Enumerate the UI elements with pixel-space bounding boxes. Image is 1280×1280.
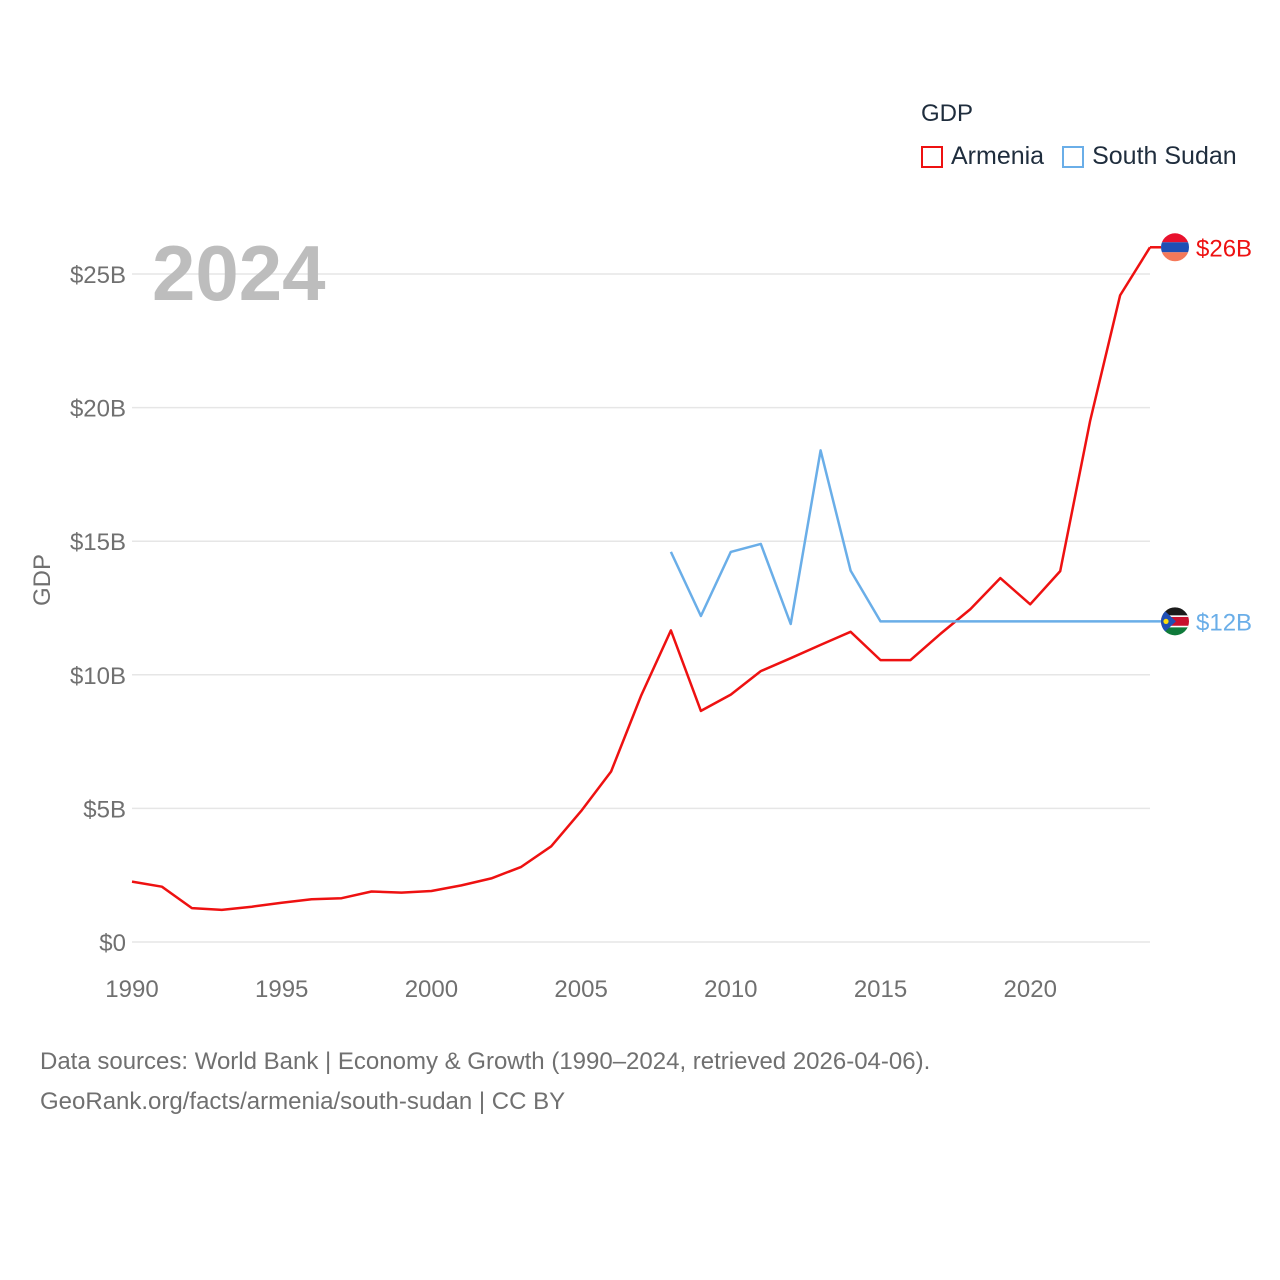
legend-swatch-south-sudan (1062, 145, 1085, 168)
legend-label-armenia: Armenia (951, 142, 1045, 170)
legend: Armenia South Sudan (921, 142, 1255, 171)
y-tick-label: $20B (70, 396, 126, 423)
y-tick-label: $15B (70, 529, 126, 556)
y-tick-label: $25B (70, 262, 126, 289)
x-tick-label: 2015 (854, 976, 907, 1003)
y-axis-label: GDP (29, 554, 56, 606)
legend-swatch-armenia (921, 145, 943, 168)
x-axis-ticks: 1990 1995 2000 2005 2010 2015 2020 (105, 976, 1057, 1003)
flag-icon-south-sudan (1161, 607, 1189, 636)
y-tick-label: $10B (70, 663, 126, 690)
y-tick-label: $5B (83, 796, 126, 823)
legend-label-south-sudan: South Sudan (1092, 142, 1237, 170)
x-tick-label: 2010 (704, 976, 757, 1003)
year-watermark: 2024 (152, 229, 326, 317)
end-label-armenia: $26B (1196, 235, 1252, 262)
x-tick-label: 1990 (105, 976, 158, 1003)
series-line-armenia[interactable] (131, 246, 1152, 912)
x-tick-label: 1995 (255, 976, 308, 1003)
legend-item-south-sudan[interactable]: South Sudan (1062, 142, 1237, 171)
y-tick-label: $0 (99, 930, 126, 957)
series-group (131, 246, 1152, 912)
x-tick-label: 2020 (1004, 976, 1057, 1003)
grid-lines (132, 273, 1150, 943)
footer-sources: Data sources: World Bank | Economy & Gro… (40, 1048, 931, 1075)
legend-item-armenia[interactable]: Armenia (921, 142, 1044, 171)
series-line-south-sudan[interactable] (669, 449, 1150, 626)
footer: Data sources: World Bank | Economy & Gro… (40, 1042, 930, 1122)
footer-link[interactable]: GeoRank.org/facts/armenia/south-sudan | … (40, 1088, 566, 1115)
end-markers: $26B $12B (1150, 233, 1252, 636)
flag-icon-armenia (1161, 233, 1189, 262)
end-label-south-sudan: $12B (1196, 609, 1252, 636)
y-axis-ticks: $0 $5B $10B $15B $20B $25B (70, 262, 126, 957)
x-tick-label: 2000 (405, 976, 458, 1003)
x-tick-label: 2005 (554, 976, 607, 1003)
legend-title: GDP (921, 100, 974, 127)
